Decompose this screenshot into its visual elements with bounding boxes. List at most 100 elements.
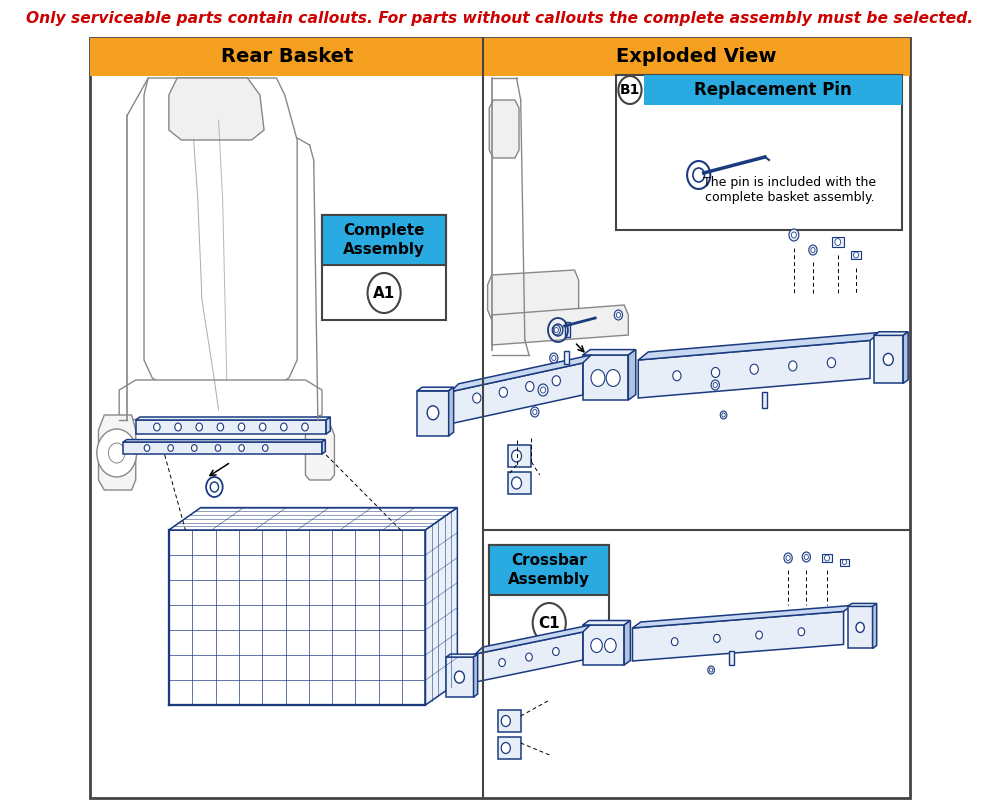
- Circle shape: [802, 552, 810, 562]
- Circle shape: [804, 555, 808, 559]
- Polygon shape: [136, 420, 326, 434]
- Bar: [322, 215, 446, 320]
- Circle shape: [168, 444, 173, 452]
- Polygon shape: [449, 387, 454, 436]
- Bar: [851, 251, 861, 259]
- Polygon shape: [632, 612, 844, 661]
- Bar: [498, 737, 521, 759]
- Circle shape: [789, 229, 799, 241]
- Circle shape: [825, 555, 829, 561]
- Bar: [822, 554, 832, 562]
- Polygon shape: [450, 355, 591, 392]
- Circle shape: [499, 387, 507, 398]
- Bar: [489, 545, 609, 650]
- Bar: [508, 445, 531, 467]
- Text: Complete
Assembly: Complete Assembly: [343, 223, 425, 257]
- Circle shape: [368, 273, 401, 313]
- Circle shape: [756, 631, 762, 639]
- Circle shape: [811, 247, 815, 253]
- Bar: [564, 352, 569, 365]
- Text: A1: A1: [373, 286, 395, 300]
- Polygon shape: [873, 604, 877, 648]
- Bar: [483, 38, 910, 76]
- Bar: [616, 75, 902, 230]
- Polygon shape: [638, 332, 880, 360]
- Polygon shape: [488, 270, 579, 320]
- Circle shape: [552, 376, 560, 386]
- Circle shape: [720, 411, 727, 419]
- Polygon shape: [169, 508, 457, 530]
- Polygon shape: [425, 508, 457, 705]
- Circle shape: [238, 423, 245, 431]
- Polygon shape: [874, 336, 903, 383]
- Circle shape: [144, 444, 150, 452]
- Circle shape: [791, 232, 796, 238]
- Circle shape: [108, 443, 125, 463]
- Bar: [840, 559, 849, 565]
- Circle shape: [454, 671, 464, 683]
- Polygon shape: [903, 332, 908, 383]
- Circle shape: [673, 371, 681, 381]
- Bar: [644, 75, 902, 105]
- Bar: [762, 392, 767, 408]
- Circle shape: [501, 716, 510, 726]
- Circle shape: [711, 380, 719, 390]
- Circle shape: [709, 668, 713, 672]
- Bar: [489, 545, 609, 595]
- Circle shape: [550, 353, 558, 363]
- Circle shape: [618, 76, 642, 104]
- Polygon shape: [583, 355, 628, 400]
- Bar: [729, 651, 734, 665]
- Polygon shape: [450, 363, 583, 423]
- Polygon shape: [326, 417, 330, 434]
- Text: The pin is included with the
complete basket assembly.: The pin is included with the complete ba…: [703, 176, 876, 204]
- Bar: [322, 215, 446, 265]
- Circle shape: [501, 742, 510, 753]
- Text: B1: B1: [620, 83, 640, 97]
- Polygon shape: [638, 341, 870, 398]
- Circle shape: [842, 559, 846, 564]
- Circle shape: [856, 622, 864, 633]
- Polygon shape: [169, 78, 264, 140]
- Polygon shape: [583, 349, 636, 355]
- Circle shape: [591, 638, 602, 653]
- Circle shape: [789, 361, 797, 371]
- Polygon shape: [119, 380, 322, 420]
- Polygon shape: [417, 390, 449, 436]
- Polygon shape: [305, 425, 334, 480]
- Bar: [832, 237, 844, 247]
- Text: Crossbar
Assembly: Crossbar Assembly: [508, 553, 590, 587]
- Polygon shape: [492, 305, 628, 345]
- Polygon shape: [489, 100, 519, 158]
- Circle shape: [215, 444, 221, 452]
- Polygon shape: [624, 621, 630, 665]
- Circle shape: [827, 357, 836, 368]
- Circle shape: [854, 252, 858, 258]
- Circle shape: [259, 423, 266, 431]
- Polygon shape: [848, 604, 877, 606]
- Text: Rear Basket: Rear Basket: [221, 47, 353, 67]
- Bar: [508, 472, 531, 494]
- Circle shape: [533, 410, 537, 415]
- Circle shape: [713, 382, 717, 387]
- Bar: [489, 545, 609, 595]
- Circle shape: [711, 367, 720, 378]
- Circle shape: [616, 312, 620, 317]
- Text: Exploded View: Exploded View: [616, 47, 777, 67]
- Polygon shape: [583, 625, 624, 665]
- Circle shape: [541, 387, 546, 393]
- Circle shape: [750, 364, 758, 374]
- Circle shape: [714, 634, 720, 642]
- Circle shape: [526, 382, 534, 391]
- Circle shape: [614, 310, 623, 320]
- Polygon shape: [446, 657, 474, 697]
- Circle shape: [217, 423, 224, 431]
- Text: Replacement Pin: Replacement Pin: [694, 81, 852, 99]
- Polygon shape: [123, 442, 322, 454]
- Circle shape: [262, 444, 268, 452]
- Polygon shape: [874, 332, 908, 336]
- Circle shape: [154, 423, 160, 431]
- Polygon shape: [322, 440, 325, 454]
- Circle shape: [531, 407, 539, 417]
- Bar: [322, 215, 446, 265]
